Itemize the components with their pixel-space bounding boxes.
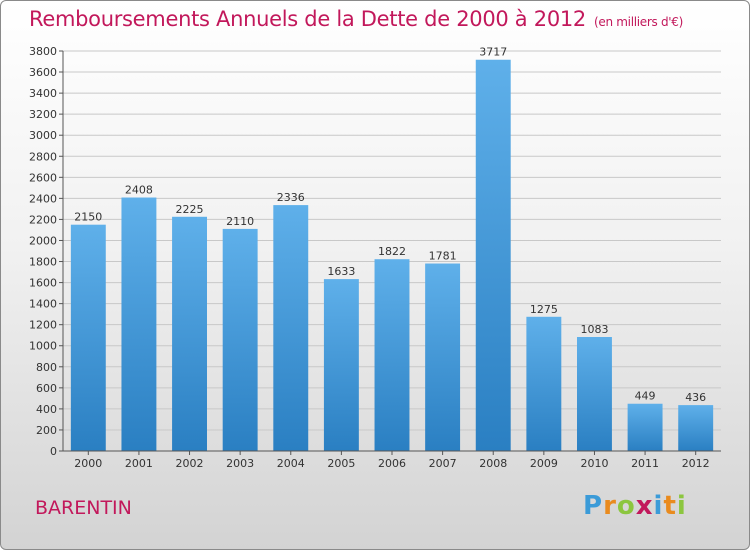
bar-value-label: 449 — [635, 390, 656, 403]
bar — [374, 259, 410, 451]
y-tick-label: 2600 — [29, 171, 57, 184]
bar-value-label: 1083 — [580, 323, 608, 336]
y-tick-label: 3200 — [29, 108, 57, 121]
bar-chart: 2150 2408 2225 2110 2336 1633 1822 1781 3717 1275… — [29, 45, 721, 470]
chart-title: Remboursements Annuels de la Dette de 20… — [29, 7, 683, 31]
y-tick-label: 3000 — [29, 129, 57, 142]
bar — [323, 279, 359, 451]
y-tick-label: 2200 — [29, 213, 57, 226]
y-tick-label: 3400 — [29, 87, 57, 100]
x-tick-label: 2009 — [530, 457, 558, 470]
logo-letter: i — [653, 491, 664, 521]
bar — [475, 59, 511, 451]
bar — [678, 405, 714, 451]
bar — [70, 224, 106, 451]
x-tick-label: 2006 — [378, 457, 406, 470]
bar-value-label: 2225 — [176, 203, 204, 216]
logo-letter: r — [603, 491, 617, 521]
x-tick-label: 2010 — [580, 457, 608, 470]
bar-value-label: 2336 — [277, 191, 305, 204]
city-name: BARENTIN — [35, 497, 132, 519]
logo-letter: i — [676, 491, 687, 521]
x-tick-label: 2003 — [226, 457, 254, 470]
y-tick-label: 0 — [50, 445, 57, 458]
proxiti-logo: Proxiti — [583, 491, 687, 521]
bar — [627, 403, 663, 451]
y-tick-label: 2400 — [29, 192, 57, 205]
y-tick-label: 1800 — [29, 256, 57, 269]
bar-value-label: 1275 — [530, 303, 558, 316]
bar — [172, 216, 208, 451]
unit-note: (en milliers d'€) — [594, 15, 684, 29]
bar-value-label: 1781 — [429, 250, 457, 263]
bar — [526, 316, 562, 451]
bar-value-label: 3717 — [479, 46, 507, 59]
bar — [576, 337, 612, 451]
bar-value-label: 1822 — [378, 245, 406, 258]
y-tick-label: 2000 — [29, 234, 57, 247]
bar-value-label: 2408 — [125, 184, 153, 197]
x-tick-label: 2005 — [327, 457, 355, 470]
x-tick-label: 2011 — [631, 457, 659, 470]
y-tick-label: 200 — [36, 424, 57, 437]
logo-letter: t — [663, 491, 677, 521]
y-tick-label: 2800 — [29, 150, 57, 163]
bar — [222, 228, 258, 451]
y-tick-label: 1400 — [29, 298, 57, 311]
x-tick-label: 2004 — [277, 457, 305, 470]
x-tick-label: 2007 — [429, 457, 457, 470]
y-tick-label: 3800 — [29, 45, 57, 58]
axis-layer: 0 200 400 600 800 1000 1200 1400 1600 1800 2000 220… — [29, 45, 721, 470]
logo-letter: P — [583, 491, 604, 521]
y-tick-label: 800 — [36, 361, 57, 374]
y-tick-label: 1600 — [29, 277, 57, 290]
bar-value-label: 436 — [685, 391, 706, 404]
y-tick-label: 400 — [36, 403, 57, 416]
x-tick-label: 2000 — [74, 457, 102, 470]
x-tick-label: 2001 — [125, 457, 153, 470]
x-tick-label: 2002 — [176, 457, 204, 470]
y-tick-label: 3600 — [29, 66, 57, 79]
bar-value-label: 2150 — [74, 211, 102, 224]
logo-letter: x — [635, 491, 654, 521]
bars-layer: 2150 2408 2225 2110 2336 1633 1822 1781 3717 1275… — [70, 46, 714, 451]
y-tick-label: 600 — [36, 382, 57, 395]
chart-title-text: Remboursements Annuels de la Dette de 20… — [29, 7, 586, 31]
bar-value-label: 2110 — [226, 215, 254, 228]
logo-letter: o — [616, 491, 636, 521]
bar — [121, 197, 157, 451]
bar — [273, 205, 309, 451]
x-tick-label: 2012 — [682, 457, 710, 470]
bar-value-label: 1633 — [327, 265, 355, 278]
y-tick-label: 1200 — [29, 319, 57, 332]
y-tick-label: 1000 — [29, 340, 57, 353]
x-tick-label: 2008 — [479, 457, 507, 470]
bar — [425, 263, 461, 451]
